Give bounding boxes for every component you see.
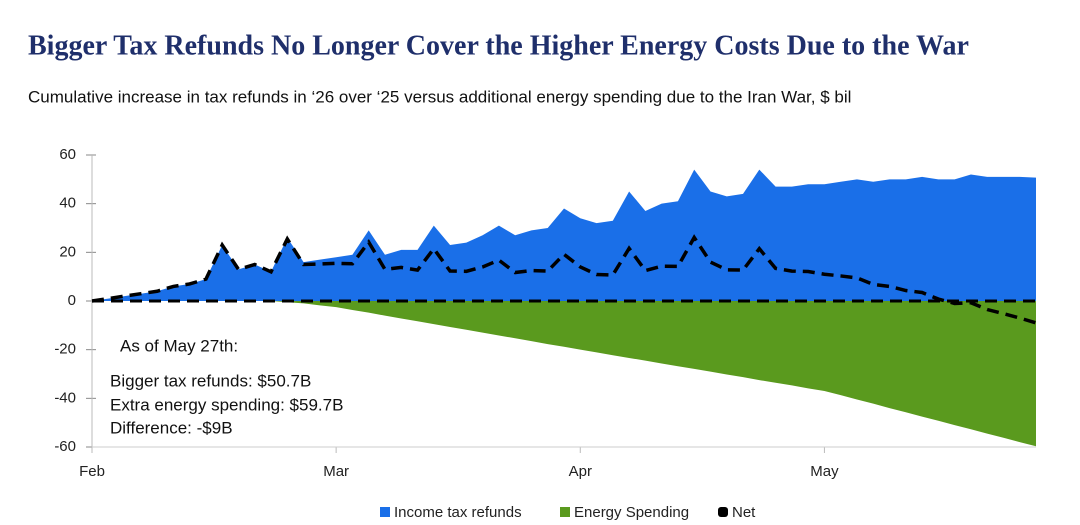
y-tick-label: -20 xyxy=(54,341,76,358)
x-tick-label: May xyxy=(810,463,839,480)
area xyxy=(92,301,1036,447)
legend-swatch xyxy=(718,507,728,517)
x-tick-label: Mar xyxy=(323,463,349,480)
annotation: As of May 27th: xyxy=(120,336,238,355)
x-tick-label: Feb xyxy=(79,463,105,480)
legend-swatch xyxy=(560,507,570,517)
y-tick-label: 40 xyxy=(59,195,76,212)
area xyxy=(92,169,1036,301)
annotation: Difference: -$9B xyxy=(110,418,233,437)
legend-label: Income tax refunds xyxy=(394,504,522,520)
net-line xyxy=(91,234,1037,325)
y-tick-label: -60 xyxy=(54,438,76,455)
legend-label: Energy Spending xyxy=(574,504,689,520)
x-tick-label: Apr xyxy=(569,463,592,480)
y-tick-label: 0 xyxy=(68,292,76,309)
chart-subtitle: Cumulative increase in tax refunds in ‘2… xyxy=(28,87,851,106)
y-tick-label: 60 xyxy=(59,146,76,163)
y-tick-label: -40 xyxy=(54,389,76,406)
legend-swatch xyxy=(380,507,390,517)
chart-title: Bigger Tax Refunds No Longer Cover the H… xyxy=(28,30,969,61)
y-tick-label: 20 xyxy=(59,243,76,260)
legend-label: Net xyxy=(732,504,756,520)
annotation: Extra energy spending: $59.7B xyxy=(110,395,343,414)
annotation: Bigger tax refunds: $50.7B xyxy=(110,371,311,390)
